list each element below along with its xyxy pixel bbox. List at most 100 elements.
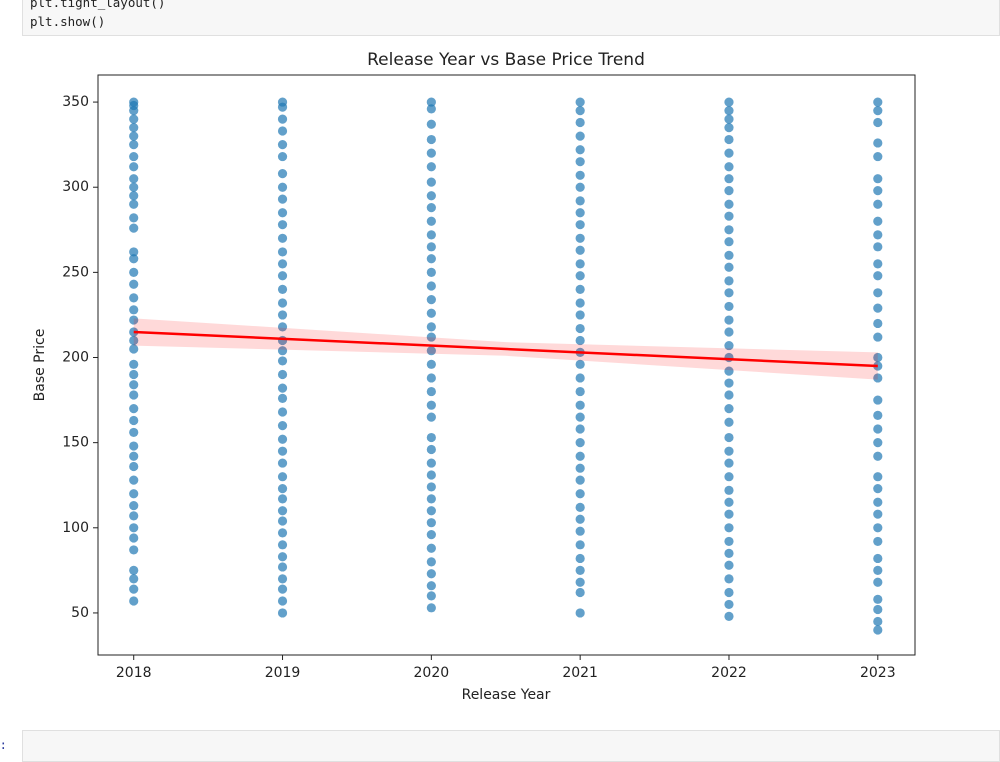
point (277, 310, 288, 320)
point (724, 237, 734, 247)
point (873, 616, 883, 627)
point (277, 346, 288, 356)
point (724, 211, 734, 221)
point (129, 279, 139, 289)
point (724, 523, 734, 533)
point (873, 553, 883, 564)
point (277, 208, 288, 218)
point (873, 117, 883, 128)
point (575, 526, 585, 536)
point (873, 271, 883, 281)
point (724, 134, 734, 145)
point (129, 267, 139, 277)
trend-line (133, 330, 878, 368)
point (129, 213, 139, 223)
point (129, 114, 139, 124)
point (724, 250, 734, 260)
point (724, 548, 734, 558)
point (873, 604, 883, 615)
point (277, 584, 288, 594)
point (277, 596, 288, 606)
point (426, 400, 436, 410)
point (873, 472, 883, 482)
point (724, 327, 734, 337)
point (426, 203, 436, 213)
point (129, 533, 139, 543)
point (575, 608, 585, 618)
point (873, 138, 883, 148)
point (129, 369, 139, 380)
point (575, 196, 585, 206)
point (873, 174, 883, 184)
point (575, 577, 585, 587)
code-line: plt.tight_layout() (30, 0, 166, 10)
point (724, 199, 734, 209)
point (724, 417, 734, 427)
point (724, 472, 734, 482)
point (575, 233, 585, 243)
point (129, 359, 139, 369)
point (426, 346, 436, 356)
y-tick-label: 200 (62, 350, 89, 366)
point (129, 451, 139, 461)
point (873, 230, 883, 240)
point (724, 599, 734, 610)
point (426, 104, 436, 114)
point (426, 543, 436, 553)
point (277, 233, 288, 243)
point (724, 123, 734, 133)
point (129, 182, 139, 192)
point (129, 293, 139, 303)
point (873, 523, 883, 533)
point (724, 301, 734, 312)
point (873, 259, 883, 269)
point (575, 335, 585, 346)
point (426, 308, 436, 318)
point (277, 383, 288, 393)
point (277, 393, 288, 403)
point (873, 497, 883, 507)
point (426, 444, 436, 455)
point (426, 373, 436, 383)
point (575, 540, 585, 550)
point (426, 458, 436, 468)
point (575, 271, 585, 281)
y-tick-label: 100 (62, 520, 89, 536)
point (724, 225, 734, 235)
point (724, 162, 734, 172)
point (426, 254, 436, 264)
point (575, 587, 585, 598)
point (129, 131, 139, 141)
point (277, 407, 288, 417)
point (277, 506, 288, 516)
chart: Release Year vs Base Price Trend Release… (32, 50, 916, 703)
point (277, 540, 288, 550)
point (724, 497, 734, 507)
y-tick-label: 250 (62, 264, 89, 280)
code-cell[interactable] (22, 730, 1000, 762)
point (724, 288, 734, 298)
point (129, 511, 139, 521)
point (277, 421, 288, 431)
point (575, 489, 585, 499)
point (724, 378, 734, 388)
point (724, 366, 734, 376)
point (277, 126, 288, 136)
point (575, 438, 585, 448)
point (873, 395, 883, 405)
point (129, 191, 139, 201)
point (277, 608, 288, 618)
point (277, 271, 288, 281)
point (426, 97, 436, 107)
point (724, 403, 734, 414)
point (575, 259, 585, 269)
point (724, 587, 734, 598)
point (426, 581, 436, 591)
point (873, 97, 883, 107)
point (873, 373, 883, 383)
point (724, 509, 734, 519)
point (873, 216, 883, 226)
point (426, 591, 436, 601)
point (724, 485, 734, 495)
point (873, 594, 883, 604)
